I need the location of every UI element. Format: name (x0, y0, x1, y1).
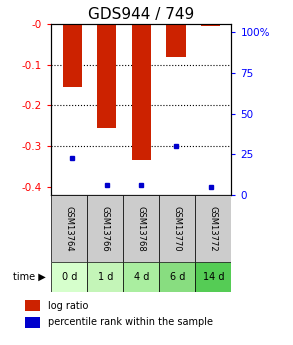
Bar (97, 24, 116, 128)
Title: GDS944 / 749: GDS944 / 749 (88, 7, 195, 22)
Bar (159, 262, 195, 292)
Text: GSM13768: GSM13768 (137, 206, 146, 252)
Text: 1 d: 1 d (98, 272, 113, 282)
Bar (25, 317, 40, 328)
Text: time ▶: time ▶ (13, 272, 46, 282)
Text: GSM13766: GSM13766 (101, 206, 110, 252)
Bar (123, 262, 159, 292)
Text: 0 d: 0 d (62, 272, 77, 282)
Bar (62, 24, 81, 87)
Text: percentile rank within the sample: percentile rank within the sample (48, 317, 213, 327)
Bar (87, 195, 123, 262)
Text: GSM13764: GSM13764 (65, 206, 74, 252)
Text: GSM13770: GSM13770 (173, 206, 182, 252)
Bar (51, 195, 87, 262)
Bar (51, 262, 87, 292)
Bar (166, 24, 185, 58)
Text: GSM13772: GSM13772 (209, 206, 218, 252)
Bar (87, 262, 123, 292)
Bar (195, 195, 231, 262)
Bar (132, 24, 151, 160)
Bar (195, 262, 231, 292)
Bar (201, 24, 220, 26)
Bar (159, 195, 195, 262)
Text: 14 d: 14 d (203, 272, 224, 282)
Bar (123, 195, 159, 262)
Text: log ratio: log ratio (48, 301, 88, 310)
Text: 4 d: 4 d (134, 272, 149, 282)
Bar (25, 300, 40, 311)
Text: 6 d: 6 d (170, 272, 185, 282)
